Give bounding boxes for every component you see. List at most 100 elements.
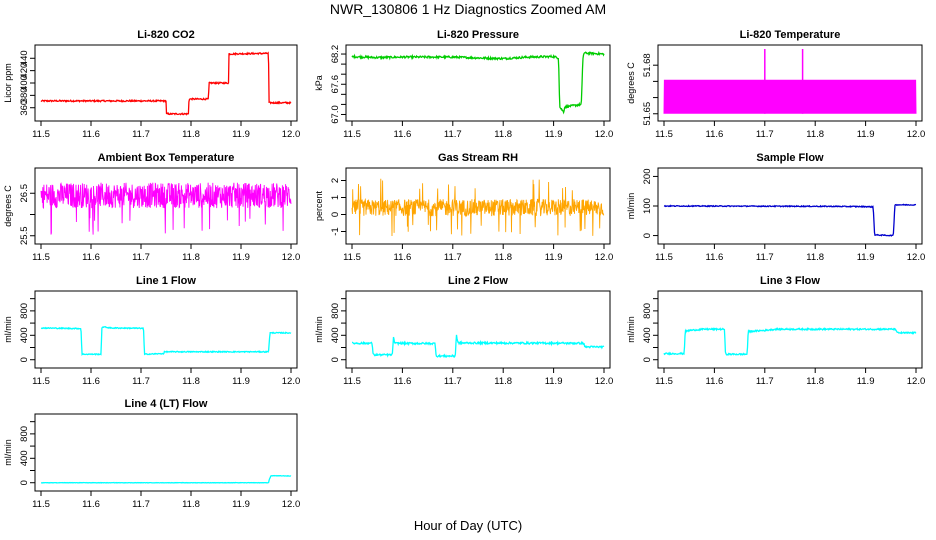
y-tick-label: 200 — [642, 169, 653, 185]
y-tick-label: 400 — [642, 327, 653, 343]
chart-panel-9: Line 3 Flow 11.5 11.6 11.7 11.8 11.9 12.0 0 400 8… — [626, 275, 925, 387]
chart-panel-4: Ambient Box Temperature 11.5 11.6 11.7 11.8 1… — [3, 152, 300, 263]
panel-title: Line 4 (LT) Flow — [125, 398, 208, 410]
x-tick-label: 11.8 — [806, 252, 824, 263]
y-tick-label: 0 — [19, 357, 30, 362]
panel-title: Li-820 CO2 — [137, 29, 194, 41]
y-tick-label: -1 — [330, 227, 341, 235]
y-axis-label: ml/min — [626, 316, 636, 343]
x-tick-label: 11.8 — [182, 499, 200, 510]
x-tick-label: 11.6 — [706, 252, 724, 263]
y-tick-label: 800 — [642, 303, 653, 319]
series-line-1 — [352, 334, 605, 359]
x-tick-label: 11.9 — [232, 376, 250, 387]
chart-panel-6: Sample Flow 11.5 11.6 11.7 11.8 11.9 12.0 0 100 2… — [626, 152, 925, 263]
x-tick-label: 11.5 — [343, 129, 361, 140]
x-tick-label: 11.8 — [494, 129, 512, 140]
panel-title: Gas Stream RH — [438, 152, 518, 164]
chart-panel-7: Line 1 Flow 11.5 11.6 11.7 11.8 11.9 12.0 0 400 8… — [3, 275, 300, 387]
x-tick-label: 11.5 — [343, 252, 361, 263]
y-tick-label: 2 — [330, 178, 341, 183]
chart-panel-1: Li-820 CO2 11.5 11.6 11.7 11.8 11.9 12.0 360380… — [3, 29, 300, 140]
x-tick-label: 11.5 — [32, 376, 50, 387]
x-tick-label: 11.8 — [182, 129, 200, 140]
plot-frame — [345, 167, 611, 245]
x-tick-label: 11.7 — [132, 499, 150, 510]
x-tick-label: 11.9 — [232, 129, 250, 140]
y-tick-label: 0 — [19, 480, 30, 485]
x-tick-label: 11.7 — [444, 252, 462, 263]
y-tick-label: 400 — [19, 75, 30, 91]
x-tick-label: 12.0 — [282, 129, 301, 140]
x-tick-label: 11.5 — [655, 376, 673, 387]
x-tick-label: 11.7 — [756, 376, 774, 387]
chart-panel-5: Gas Stream RH 11.5 11.6 11.7 11.8 11.9 12.0 -1 0… — [314, 152, 613, 263]
y-tick-label: 400 — [19, 327, 30, 343]
y-tick-label: 360 — [19, 100, 30, 116]
x-tick-label: 11.6 — [82, 376, 100, 387]
series-line-1 — [41, 474, 292, 484]
chart-main-title: NWR_130806 1 Hz Diagnostics Zoomed AM — [329, 1, 607, 17]
series-line-1 — [351, 50, 605, 115]
x-tick-label: 11.9 — [232, 499, 250, 510]
y-tick-label: 68.2 — [330, 45, 341, 64]
x-tick-label: 11.8 — [494, 376, 512, 387]
y-axis-label: ml/min — [3, 316, 13, 343]
series-line-1 — [663, 79, 917, 114]
plot-frame — [657, 290, 923, 369]
x-tick-label: 12.0 — [282, 499, 301, 510]
x-tick-label: 12.0 — [595, 129, 614, 140]
x-tick-label: 11.6 — [706, 129, 724, 140]
panel-title: Ambient Box Temperature — [98, 152, 235, 164]
x-tick-label: 11.8 — [806, 376, 824, 387]
chart-panel-2: Li-820 Pressure 11.5 11.6 11.7 11.8 11.9 12.0 6… — [314, 29, 613, 140]
x-tick-label: 11.7 — [132, 129, 150, 140]
y-tick-label: 26.5 — [19, 184, 30, 203]
series-line-1 — [663, 203, 917, 237]
plot-frame — [34, 413, 298, 492]
y-tick-label: 0 — [330, 212, 341, 217]
x-tick-label: 12.0 — [907, 376, 926, 387]
panel-title: Li-820 Temperature — [740, 29, 841, 41]
panel-title: Line 3 Flow — [760, 275, 820, 287]
y-tick-label: 800 — [330, 303, 341, 319]
y-tick-label: 400 — [19, 450, 30, 466]
x-tick-label: 11.8 — [806, 129, 824, 140]
x-tick-label: 11.6 — [394, 252, 412, 263]
x-tick-label: 12.0 — [907, 129, 926, 140]
y-tick-label: 380 — [19, 87, 30, 103]
series-line-1 — [351, 178, 605, 237]
plot-frame — [345, 290, 611, 369]
x-tick-label: 11.5 — [32, 499, 50, 510]
y-tick-label: 800 — [19, 303, 30, 319]
y-tick-label: 0 — [642, 357, 653, 362]
x-tick-label: 11.9 — [857, 252, 875, 263]
y-axis-label: ml/min — [3, 439, 13, 466]
x-tick-label: 11.9 — [545, 376, 563, 387]
y-tick-label: 800 — [19, 426, 30, 442]
x-tick-label: 11.5 — [32, 252, 50, 263]
series-line-1 — [40, 51, 292, 116]
y-tick-label: 400 — [330, 327, 341, 343]
x-axis-title: Hour of Day (UTC) — [413, 518, 523, 533]
x-tick-label: 11.6 — [394, 376, 412, 387]
x-tick-label: 11.6 — [82, 129, 100, 140]
panel-title: Line 1 Flow — [136, 275, 196, 287]
plot-frame — [657, 44, 923, 122]
x-tick-label: 11.8 — [182, 376, 200, 387]
y-axis-label: Licor ppm — [3, 63, 13, 103]
y-tick-label: 100 — [642, 198, 653, 214]
plot-frame — [34, 167, 298, 245]
x-tick-label: 11.9 — [857, 376, 875, 387]
x-tick-label: 11.9 — [857, 129, 875, 140]
x-tick-label: 11.5 — [32, 129, 50, 140]
series-line-1 — [663, 326, 917, 356]
x-tick-label: 11.9 — [545, 252, 563, 263]
y-tick-label: 51.65 — [642, 102, 653, 126]
x-tick-label: 11.5 — [655, 129, 673, 140]
series-line-1 — [40, 182, 292, 235]
x-tick-label: 11.7 — [756, 252, 774, 263]
x-tick-label: 11.8 — [494, 252, 512, 263]
x-tick-label: 12.0 — [282, 252, 301, 263]
